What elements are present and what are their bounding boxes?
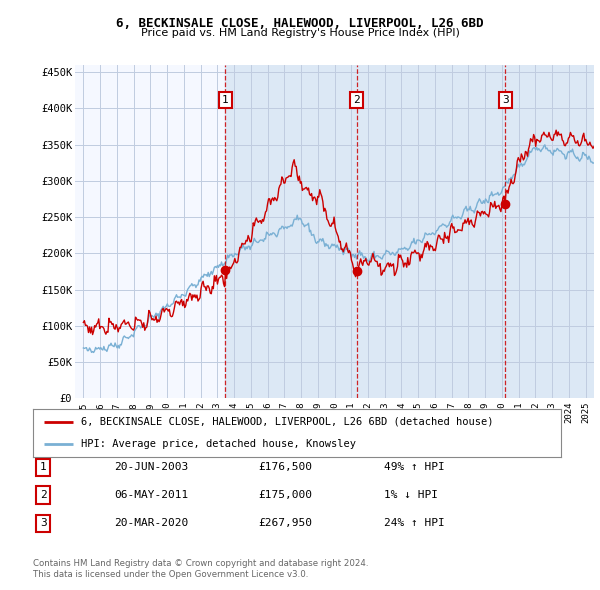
Text: £175,000: £175,000 [258, 490, 312, 500]
Text: 20-MAR-2020: 20-MAR-2020 [114, 519, 188, 528]
Text: Contains HM Land Registry data © Crown copyright and database right 2024.: Contains HM Land Registry data © Crown c… [33, 559, 368, 568]
Bar [225, 65, 594, 398]
Text: 06-MAY-2011: 06-MAY-2011 [114, 490, 188, 500]
Text: 1: 1 [40, 463, 47, 472]
Text: 24% ↑ HPI: 24% ↑ HPI [384, 519, 445, 528]
Text: 3: 3 [502, 95, 509, 105]
Text: 20-JUN-2003: 20-JUN-2003 [114, 463, 188, 472]
Text: 6, BECKINSALE CLOSE, HALEWOOD, LIVERPOOL, L26 6BD (detached house): 6, BECKINSALE CLOSE, HALEWOOD, LIVERPOOL… [80, 417, 493, 427]
Text: 49% ↑ HPI: 49% ↑ HPI [384, 463, 445, 472]
Text: 2: 2 [40, 490, 47, 500]
Text: This data is licensed under the Open Government Licence v3.0.: This data is licensed under the Open Gov… [33, 571, 308, 579]
Text: HPI: Average price, detached house, Knowsley: HPI: Average price, detached house, Know… [80, 439, 356, 449]
Text: 3: 3 [40, 519, 47, 528]
Text: 1: 1 [222, 95, 229, 105]
Text: £176,500: £176,500 [258, 463, 312, 472]
Text: Price paid vs. HM Land Registry's House Price Index (HPI): Price paid vs. HM Land Registry's House … [140, 28, 460, 38]
Text: 6, BECKINSALE CLOSE, HALEWOOD, LIVERPOOL, L26 6BD: 6, BECKINSALE CLOSE, HALEWOOD, LIVERPOOL… [116, 17, 484, 30]
Text: £267,950: £267,950 [258, 519, 312, 528]
Text: 2: 2 [353, 95, 361, 105]
Text: 1% ↓ HPI: 1% ↓ HPI [384, 490, 438, 500]
